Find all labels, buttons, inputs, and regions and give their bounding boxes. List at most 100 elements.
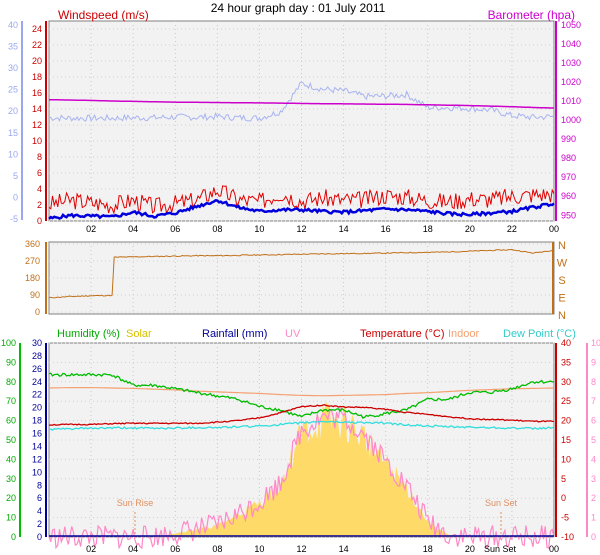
series-line-humidity (48, 372, 555, 419)
wind-axis-tick: 10 (32, 136, 42, 146)
direction-axis-tick: 90 (30, 290, 40, 300)
uv-axis-tick: 10 (591, 338, 600, 348)
wind-axis-tick: 4 (37, 184, 42, 194)
uv-axis-tick: 9 (591, 357, 596, 367)
barometer-label: Barometer (hpa) (488, 8, 575, 22)
speed-axis-tick: 15 (8, 128, 18, 138)
series-line-direction (48, 248, 555, 299)
uv-axis-tick: 7 (591, 396, 596, 406)
series-line-average (48, 198, 555, 220)
rainfall-axis-tick: 18 (32, 416, 42, 426)
rainfall-axis-tick: 4 (37, 506, 42, 516)
x-tick-label: 20 (465, 544, 475, 554)
x-tick-label: 18 (423, 544, 433, 554)
x-tick-label: 02 (86, 544, 96, 554)
x-tick-label: 06 (170, 544, 180, 554)
x-tick-label: 20 (465, 224, 475, 234)
x-tick-label: 04 (128, 224, 138, 234)
humidity-axis-tick: 20 (6, 493, 16, 503)
wind-axis-tick: 16 (32, 88, 42, 98)
baro-axis-tick: 960 (561, 191, 576, 201)
solar-label: Solar (126, 328, 152, 340)
temperature-axis-tick: 35 (561, 357, 571, 367)
x-tick-label: 18 (423, 224, 433, 234)
baro-axis-tick: 1040 (561, 39, 581, 49)
rainfall-axis-tick: 16 (32, 429, 42, 439)
humidity-axis-tick: 0 (11, 532, 16, 542)
x-tick-label: 04 (128, 544, 138, 554)
wind-axis-tick: 6 (37, 168, 42, 178)
speed-axis-tick: 30 (8, 63, 18, 73)
x-tick-label: 08 (212, 224, 222, 234)
temperature-axis-tick: -10 (561, 532, 574, 542)
wind-axis-tick: 24 (32, 24, 42, 34)
compass-label: N (558, 310, 566, 322)
uv-axis-tick: 6 (591, 416, 596, 426)
rainfall-axis-tick: 20 (32, 403, 42, 413)
series-line-light (48, 81, 555, 122)
x-tick-label: 12 (296, 544, 306, 554)
x-tick-label: 14 (339, 544, 349, 554)
rainfall-axis-tick: 30 (32, 338, 42, 348)
climate-panel: Humidity (%) Solar Rainfall (mm) UV Temp… (1, 328, 600, 554)
temperature-axis-tick: 10 (561, 454, 571, 464)
uv-label: UV (285, 328, 301, 340)
wind-axis-tick: 20 (32, 56, 42, 66)
temperature-axis-tick: 15 (561, 435, 571, 445)
baro-axis-tick: 1020 (561, 77, 581, 87)
compass-label: N (558, 240, 566, 252)
speed-axis-tick: 20 (8, 106, 18, 116)
series-line-wind (48, 185, 555, 215)
baro-axis-tick: 950 (561, 210, 576, 220)
rainfall-label: Rainfall (mm) (202, 328, 267, 340)
direction-axis-tick: 0 (35, 307, 40, 317)
rainfall-axis-tick: 12 (32, 454, 42, 464)
speed-axis-tick: 25 (8, 85, 18, 95)
humidity-axis-tick: 70 (6, 396, 16, 406)
baro-axis-tick: 1010 (561, 96, 581, 106)
top-panel: Windspeed (m/s) Barometer (hpa) 40353025… (8, 8, 581, 234)
speed-axis-tick: 40 (8, 20, 18, 30)
speed-axis-tick: 35 (8, 42, 18, 52)
baro-axis-tick: 1030 (561, 58, 581, 68)
compass-label: W (557, 258, 568, 270)
rainfall-axis-tick: 6 (37, 493, 42, 503)
rainfall-axis-tick: 8 (37, 480, 42, 490)
wind-axis-tick: 2 (37, 200, 42, 210)
humidity-axis-tick: 60 (6, 416, 16, 426)
rainfall-axis-tick: 28 (32, 351, 42, 361)
baro-axis-tick: 970 (561, 172, 576, 182)
rainfall-axis-tick: 14 (32, 441, 42, 451)
x-tick-label: 16 (381, 224, 391, 234)
rainfall-axis-tick: 2 (37, 519, 42, 529)
humidity-axis-tick: 10 (6, 513, 16, 523)
x-tick-label: 16 (381, 544, 391, 554)
speed-axis-tick: 0 (13, 192, 18, 202)
temperature-axis-tick: 20 (561, 416, 571, 426)
temperature-label: Temperature (°C) (360, 328, 444, 340)
indoor-label: Indoor (448, 328, 480, 340)
x-tick-label: 10 (254, 224, 264, 234)
dewpoint-label: Dew Point (°C) (503, 328, 576, 340)
x-tick-label: 22 (507, 224, 517, 234)
uv-axis-tick: 4 (591, 454, 596, 464)
direction-axis-tick: 180 (25, 273, 40, 283)
chart-title: 24 hour graph day : 01 July 2011 (211, 1, 386, 15)
temperature-axis-tick: 5 (561, 474, 566, 484)
humidity-label: Humidity (%) (57, 328, 120, 340)
compass-label: S (558, 275, 565, 287)
sunset-label: Sun Set (485, 498, 518, 508)
uv-axis-tick: 1 (591, 513, 596, 523)
wind-axis-tick: 22 (32, 40, 42, 50)
sunrise-label: Sun Rise (117, 498, 154, 508)
x-tick-label: 08 (212, 544, 222, 554)
x-tick-label: 00 (549, 544, 559, 554)
speed-axis-tick: 10 (8, 149, 18, 159)
temperature-axis-tick: -5 (561, 513, 569, 523)
x-tick-label: 14 (339, 224, 349, 234)
series-line-dewpoint (48, 420, 554, 432)
rainfall-axis-tick: 24 (32, 377, 42, 387)
x-tick-label: 06 (170, 224, 180, 234)
wind-axis-tick: 0 (37, 216, 42, 226)
series-line-uv (48, 406, 555, 550)
